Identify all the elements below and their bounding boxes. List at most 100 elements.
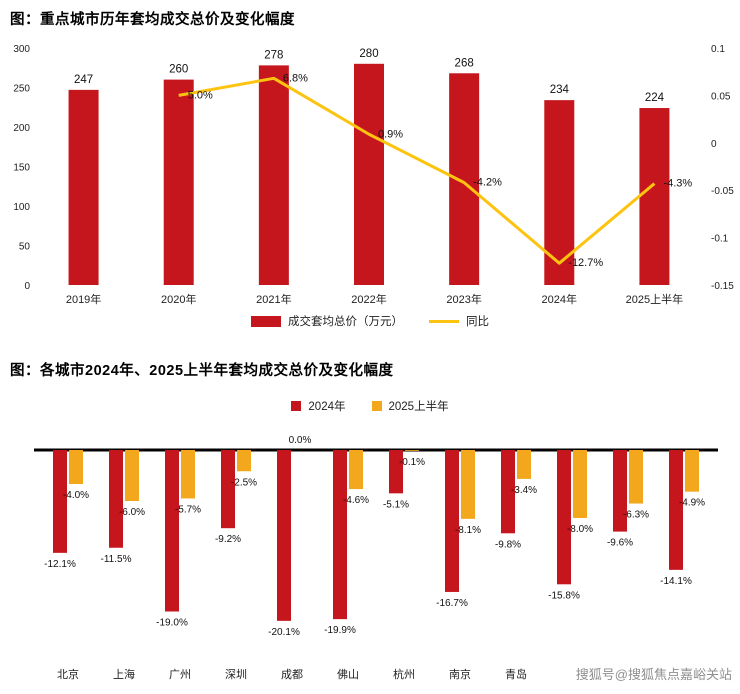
legend-item-bar: 成交套均总价（万元）	[251, 313, 403, 329]
bar-2025	[405, 450, 419, 451]
bar-value-label-2025: -2.5%	[231, 477, 257, 488]
city-label: 杭州	[393, 667, 415, 681]
chart1-title: 图：重点城市历年套均成交总价及变化幅度	[10, 12, 295, 28]
bar-2024	[501, 450, 515, 534]
bar-2025	[125, 450, 139, 501]
bar-value-label-2024: -19.0%	[156, 618, 188, 629]
legend-bar-label: 成交套均总价（万元）	[288, 316, 403, 328]
y-axis-right-tick: -0.15	[711, 281, 734, 292]
city-label: 南京	[449, 667, 471, 681]
price-bar	[163, 79, 194, 285]
price-bar	[68, 89, 99, 285]
y-axis-left-tick: 250	[13, 84, 30, 95]
y-axis-right-tick: -0.1	[711, 234, 729, 245]
x-axis-label: 2022年	[351, 292, 386, 306]
bar-2024	[277, 450, 291, 621]
bar-value-label-2025: -5.7%	[175, 504, 201, 515]
line-value-label: -4.2%	[473, 177, 502, 189]
bar-2025	[573, 450, 587, 518]
bar-value-label-2024: -12.1%	[44, 559, 76, 570]
line-value-label: 0.9%	[378, 128, 403, 140]
city-label: 上海	[113, 667, 135, 681]
bar-2025	[517, 450, 531, 479]
line-value-label: 5.0%	[188, 89, 213, 101]
bar-value-label-2025: -6.0%	[119, 507, 145, 518]
bar-2024	[53, 450, 67, 553]
chart2-legend: 2024年 2025上半年	[0, 398, 740, 414]
bar-value-label-2025: -4.0%	[63, 490, 89, 501]
y-axis-left-tick: 0	[24, 281, 30, 292]
zero-axis-line	[34, 448, 718, 452]
bar-2024	[613, 450, 627, 532]
y-axis-right-tick: -0.05	[711, 186, 734, 197]
legend-2025-label: 2025上半年	[388, 401, 449, 413]
bar-value-label-2024: -19.9%	[324, 625, 356, 636]
line-value-label: 6.8%	[283, 72, 308, 84]
line-value-label: -12.7%	[568, 257, 603, 269]
bar-2025	[181, 450, 195, 499]
x-axis-label: 2019年	[66, 292, 101, 306]
bar-2025	[69, 450, 83, 484]
bar-value-label: 260	[169, 64, 188, 76]
bar-2024	[333, 450, 347, 620]
price-bar	[639, 108, 670, 285]
bar-value-label-2025: -3.4%	[511, 485, 537, 496]
chart2-canvas: -12.1% -4.0% 北京 -11.5% -6.0% 上海 -19.0% -5.7% 广州 -…	[34, 435, 718, 681]
x-axis-label: 2021年	[256, 292, 291, 306]
chart1-canvas: 0 50 100 150 200 250 300 -0.15 -0.1 -0.05 0 0.05 0.1…	[13, 44, 734, 306]
y-axis-left-tick: 300	[13, 44, 30, 55]
bar-2024	[557, 450, 571, 585]
city-label: 青岛	[505, 667, 527, 681]
bar-value-label-2024: -20.1%	[268, 627, 300, 638]
city-label: 深圳	[225, 668, 247, 681]
y-axis-right-tick: 0	[711, 139, 717, 150]
price-bar	[258, 65, 289, 285]
legend-2024-label: 2024年	[308, 401, 346, 413]
y-axis-left-tick: 50	[19, 242, 31, 253]
price-bar	[354, 63, 384, 285]
bar-value-label: 224	[645, 92, 665, 104]
bar-2024	[165, 450, 179, 612]
y-axis-left-tick: 150	[13, 163, 30, 174]
bar-value-label-2025: -0.1%	[399, 457, 425, 468]
x-axis-label: 2020年	[161, 292, 196, 306]
city-label: 北京	[57, 667, 79, 681]
bar-value-label-2024: -15.8%	[548, 590, 580, 601]
bar-2025	[629, 450, 643, 504]
line-swatch	[429, 319, 459, 323]
bar-2025	[237, 450, 251, 472]
bar-value-label-2024: -9.6%	[607, 538, 633, 549]
legend-line-label: 同比	[466, 316, 489, 328]
bar-2025	[461, 450, 475, 519]
bar-value-label-2024: -5.1%	[383, 499, 409, 510]
legend-item-line: 同比	[429, 313, 489, 329]
red-square-swatch	[291, 401, 302, 411]
x-axis-label: 2025上半年	[626, 292, 683, 306]
bar-value-label: 234	[550, 84, 570, 96]
bar-value-label: 280	[359, 48, 378, 60]
bar-value-label-2025: -4.9%	[679, 498, 705, 509]
bar-2024	[389, 450, 403, 494]
bar-swatch	[251, 315, 281, 327]
bar-value-label-2025: -8.0%	[567, 524, 593, 535]
bar-value-label-2024: -11.5%	[101, 554, 132, 565]
bar-value-label: 247	[74, 74, 93, 86]
yoy-line	[178, 76, 656, 265]
bar-2024	[109, 450, 123, 548]
city-label: 佛山	[337, 668, 359, 681]
city-label: 成都	[281, 668, 303, 681]
chart1-legend: 成交套均总价（万元） 同比	[0, 313, 740, 329]
bar-value-label: 278	[264, 49, 283, 61]
bar-2025	[685, 450, 699, 492]
legend-item-2025: 2025上半年	[371, 398, 449, 414]
bar-value-label-2024: -9.8%	[495, 539, 521, 550]
bar-value-label-2025: 0.0%	[289, 435, 312, 446]
y-axis-right-tick: 0.05	[711, 91, 731, 102]
bar-2024	[669, 450, 683, 570]
watermark: 搜狐号@搜狐焦点嘉峪关站	[575, 667, 732, 682]
chart2-title: 图：各城市2024年、2025上半年套均成交总价及变化幅度	[10, 363, 394, 379]
y-axis-left-tick: 200	[13, 123, 30, 134]
y-axis-right-tick: 0.1	[711, 44, 725, 55]
bar-value-label-2025: -8.1%	[455, 525, 481, 536]
